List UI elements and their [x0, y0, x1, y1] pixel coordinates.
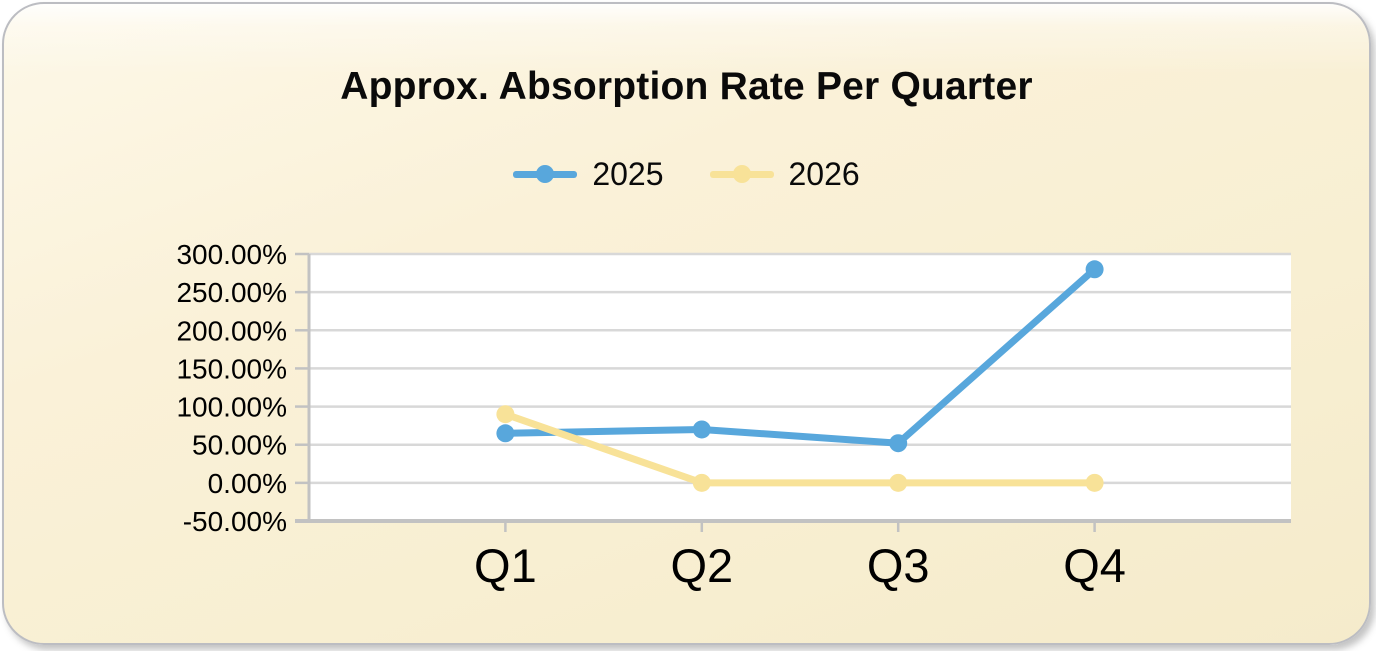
plot-background: [309, 254, 1291, 521]
legend-marker-2026-icon: [709, 165, 774, 183]
y-axis-label: 50.00%: [192, 430, 287, 461]
plot-area: 300.00% 250.00% 200.00% 150.00% 100.00% 50.00…: [176, 239, 1291, 592]
legend-label-2026: 2026: [788, 156, 860, 192]
chart-legend: 2025 2026: [4, 155, 1369, 193]
data-point-2026-Q4: [1085, 473, 1104, 492]
x-axis-label: Q1: [474, 539, 537, 592]
data-point-2026-Q3: [889, 473, 908, 492]
data-point-2025-Q4: [1085, 260, 1104, 279]
chart-title: Approx. Absorption Rate Per Quarter: [340, 65, 1033, 108]
y-axis-label: 150.00%: [176, 353, 287, 384]
x-axis-label: Q3: [867, 539, 930, 592]
legend-item-2026[interactable]: 2026: [709, 156, 860, 192]
legend-item-2025[interactable]: 2025: [513, 156, 664, 192]
y-axis-label: 100.00%: [176, 392, 287, 423]
data-point-2025-Q1: [496, 424, 515, 443]
y-axis-label: 200.00%: [176, 315, 287, 346]
series-line-2025: [501, 265, 1099, 447]
legend-label-2025: 2025: [592, 156, 664, 192]
data-point-2025-Q2: [692, 420, 711, 439]
y-axis-label: -50.00%: [183, 506, 287, 537]
x-axis-label: Q4: [1063, 539, 1126, 592]
y-axis-label: 0.00%: [208, 468, 287, 499]
y-axis-label: 300.00%: [176, 239, 287, 270]
data-point-2026-Q2: [692, 473, 711, 492]
data-point-2026-Q1: [496, 405, 515, 424]
legend-marker-2025-icon: [513, 165, 578, 183]
data-point-2025-Q3: [889, 434, 908, 453]
y-axis-label: 250.00%: [176, 277, 287, 308]
x-axis-label: Q2: [670, 539, 733, 592]
series-line-2026: [501, 410, 1099, 487]
